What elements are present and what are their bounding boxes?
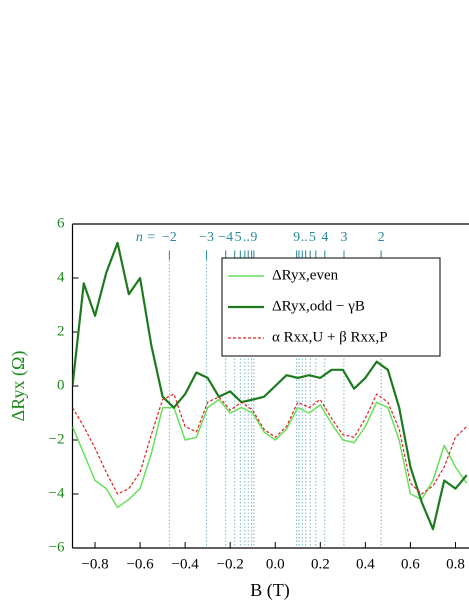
y-tick-label: −2 — [49, 431, 65, 447]
legend-label: α Rxx,U + β Rxx,P — [272, 329, 388, 345]
level-label: −4 — [218, 230, 233, 245]
level-label: 3 — [340, 230, 347, 245]
x-tick-label: 0.6 — [401, 556, 420, 572]
x-tick-label: 0.0 — [266, 556, 285, 572]
x-tick-label: −0.8 — [81, 556, 108, 572]
y-axis-label: ΔRyx (Ω) — [8, 351, 29, 422]
level-prefix: n = — [136, 230, 156, 245]
level-label: .. — [301, 230, 308, 245]
legend-label: ΔRyx,even — [272, 267, 339, 283]
y-tick-label: −6 — [49, 539, 65, 555]
series-line — [72, 241, 468, 531]
x-tick-label: 0.4 — [356, 556, 375, 572]
y-tick-label: 2 — [57, 323, 65, 339]
level-label: −2 — [162, 230, 177, 245]
level-label: 5 — [235, 230, 242, 245]
level-label: .. — [243, 230, 250, 245]
level-label: 9 — [250, 230, 257, 245]
y-tick-label: 0 — [57, 377, 65, 393]
x-tick-label: 0.8 — [446, 556, 465, 572]
y-tick-label: 6 — [57, 215, 65, 231]
x-tick-label: 0.2 — [311, 556, 330, 572]
x-tick-label: −0.4 — [172, 556, 200, 572]
level-label: 9 — [293, 230, 300, 245]
y-tick-label: −4 — [49, 485, 65, 501]
y-tick-label: 4 — [57, 269, 65, 285]
x-axis-label: B (T) — [250, 580, 290, 601]
legend-label: ΔRyx,odd − γB — [272, 298, 365, 314]
x-tick-label: −0.6 — [126, 556, 154, 572]
level-label: 5 — [309, 230, 316, 245]
series-line — [72, 393, 468, 495]
level-label: −3 — [199, 230, 214, 245]
level-label: 2 — [378, 230, 385, 245]
level-label: 4 — [321, 230, 328, 245]
series-line — [72, 398, 468, 509]
x-tick-label: −0.2 — [217, 556, 244, 572]
